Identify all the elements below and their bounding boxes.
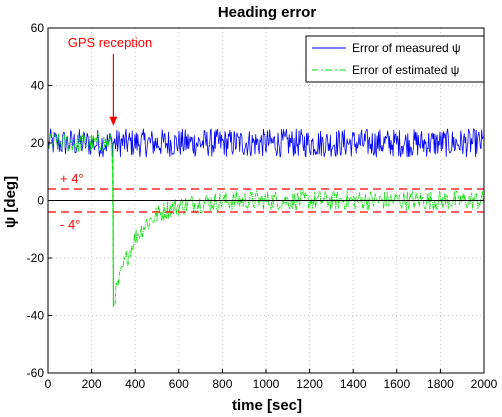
x-tick-label: 1200: [296, 377, 323, 391]
x-tick-label: 600: [169, 377, 189, 391]
annotation-minus-4: - 4°: [60, 217, 80, 232]
x-tick-label: 0: [45, 377, 52, 391]
chart-title: Heading error: [218, 4, 317, 21]
x-tick-label: 1400: [340, 377, 367, 391]
y-ticks: -60 -40 -20 0 20 40 60: [27, 21, 52, 380]
y-tick-label: 20: [31, 136, 45, 150]
y-tick-label: 40: [31, 79, 45, 93]
plot-area: [47, 127, 485, 307]
legend-label-estimated: Error of estimated ψ: [352, 63, 459, 77]
annotation-gps-arrowhead: [109, 116, 118, 126]
x-tick-label: 200: [82, 377, 102, 391]
y-tick-label: -20: [27, 251, 45, 265]
y-tick-label: -40: [27, 309, 45, 323]
x-ticks: 0 200 400 600 800 1000 1200 1400 1600 1800 2000: [45, 369, 498, 391]
legend-box: [305, 35, 485, 83]
x-tick-label: 2000: [471, 377, 498, 391]
y-axis-label: ψ [deg]: [2, 176, 19, 228]
x-tick-label: 1800: [427, 377, 454, 391]
x-tick-label: 1000: [253, 377, 280, 391]
x-tick-label: 800: [212, 377, 232, 391]
x-tick-label: 400: [125, 377, 145, 391]
legend: Error of measured ψ Error of estimated ψ: [305, 35, 485, 83]
annotation-plus-4: + 4°: [60, 171, 84, 186]
annotations: GPS reception + 4° - 4°: [60, 35, 152, 232]
x-tick-label: 1600: [383, 377, 410, 391]
annotation-gps-reception: GPS reception: [68, 35, 153, 50]
y-tick-label: -60: [27, 366, 45, 380]
y-tick-label: 0: [37, 194, 44, 208]
y-tick-label: 60: [31, 21, 45, 35]
reference-lines: [48, 188, 484, 213]
x-axis-label: time [sec]: [232, 397, 302, 414]
legend-label-measured: Error of measured ψ: [352, 41, 461, 55]
series-measured-line-after-gps: [113, 127, 485, 158]
series-estimated-line: [47, 132, 485, 306]
